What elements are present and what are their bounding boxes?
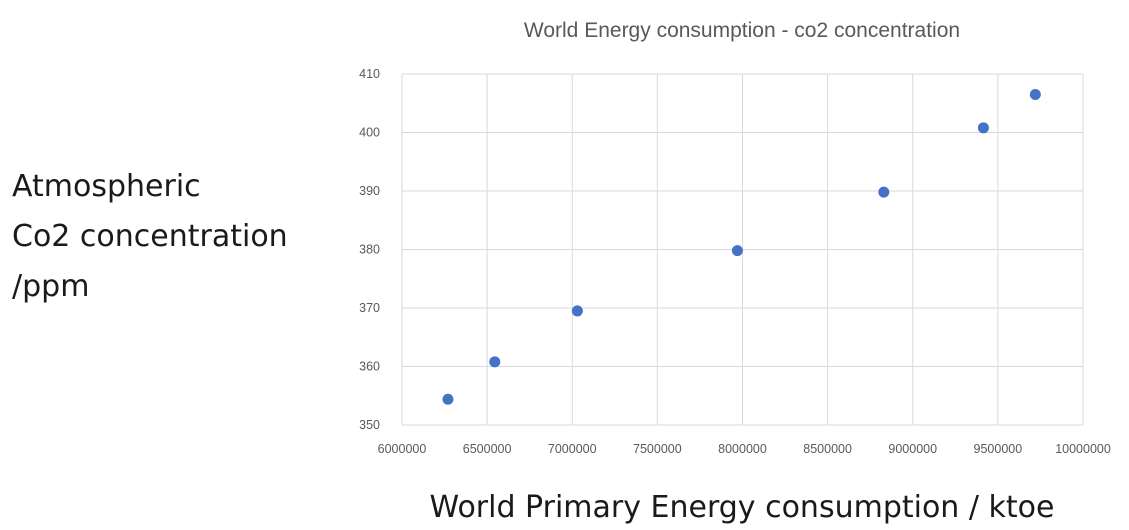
y-tick-label: 360 (359, 360, 380, 374)
x-tick-label: 6000000 (378, 442, 427, 456)
x-tick-label: 9500000 (974, 442, 1023, 456)
chart-title: World Energy consumption - co2 concentra… (524, 19, 960, 42)
y-axis-label-line-3: /ppm (12, 269, 89, 304)
y-axis-label: Atmospheric Co2 concentration /ppm (12, 169, 297, 304)
data-points (442, 88, 1041, 405)
y-tick-label: 350 (359, 418, 380, 432)
x-tick-label: 6500000 (463, 442, 512, 456)
y-tick-label: 410 (359, 67, 380, 81)
y-axis-label-line-2: Co2 concentration (12, 219, 288, 254)
y-axis-label-line-1: Atmospheric (12, 169, 201, 204)
y-tick-label: 370 (359, 301, 380, 315)
x-tick-labels: 6000000 6500000 7000000 7500000 8000000 85000… (378, 442, 1111, 456)
x-tick-label: 7000000 (548, 442, 597, 456)
scatter-point (977, 122, 989, 134)
x-tick-label: 9000000 (888, 442, 937, 456)
x-tick-label: 8500000 (803, 442, 852, 456)
x-tick-label: 10000000 (1055, 442, 1111, 456)
x-tick-label: 8000000 (718, 442, 767, 456)
scatter-point (878, 186, 890, 198)
y-tick-label: 380 (359, 243, 380, 257)
gridlines (401, 73, 1084, 426)
scatter-point (731, 245, 743, 257)
y-tick-label: 400 (359, 126, 380, 140)
scatter-point (1029, 88, 1041, 100)
scatter-point (571, 305, 583, 317)
scatter-point (489, 356, 501, 368)
x-axis-label: World Primary Energy consumption / ktoe (430, 490, 1055, 525)
scatter-point (442, 393, 454, 405)
y-tick-labels: 350 360 370 380 390 400 410 (359, 67, 380, 432)
x-tick-label: 7500000 (633, 442, 682, 456)
y-tick-label: 390 (359, 184, 380, 198)
